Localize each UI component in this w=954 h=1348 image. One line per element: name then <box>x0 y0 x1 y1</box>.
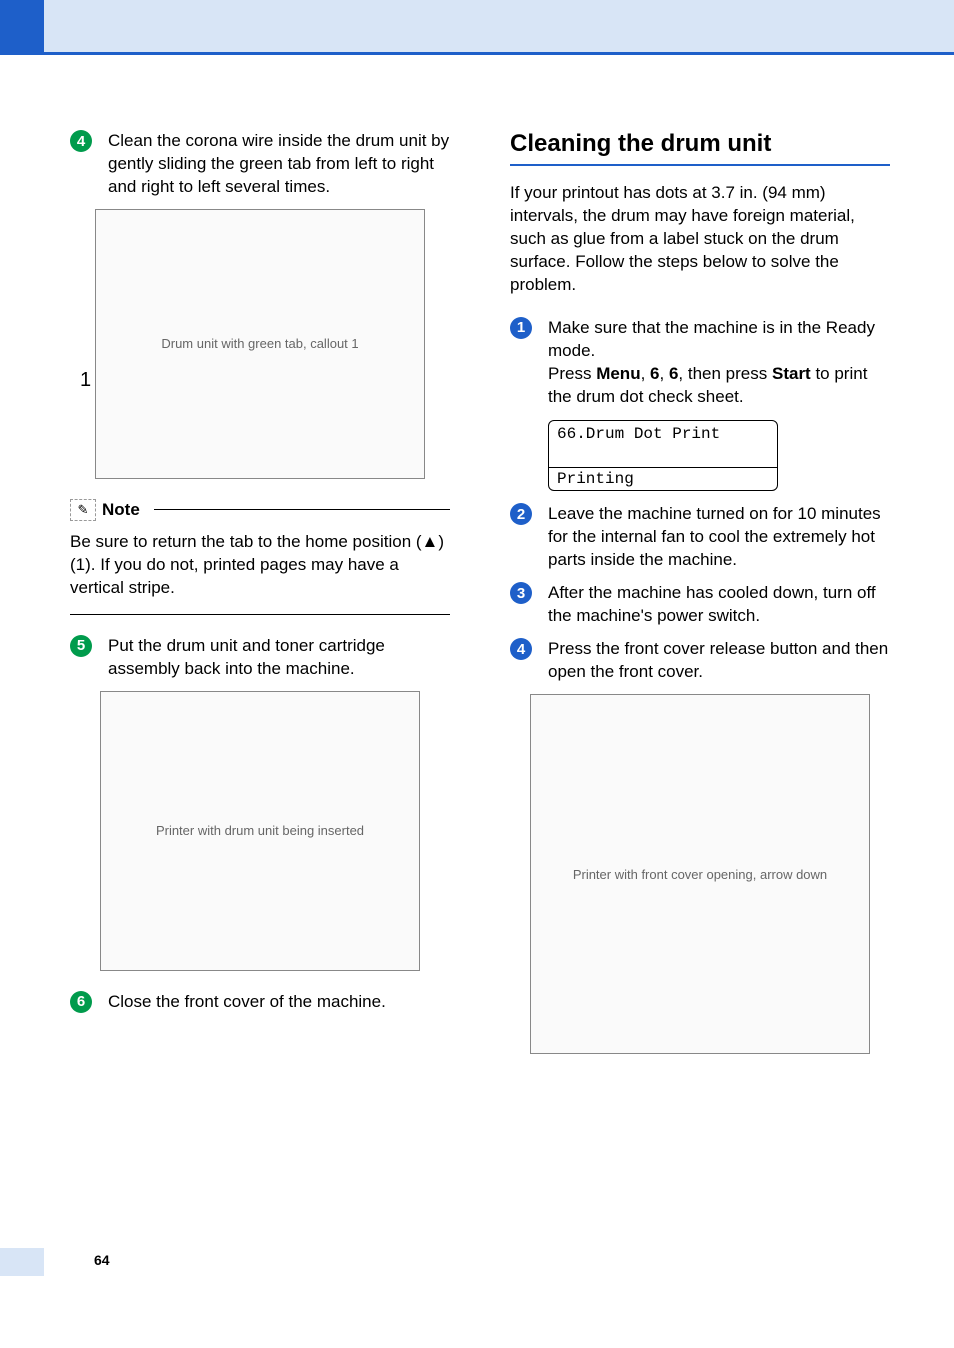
figure-placeholder: Printer with drum unit being inserted <box>100 691 420 971</box>
step-number-icon: 5 <box>70 635 92 657</box>
step-6-left: 6 Close the front cover of the machine. <box>70 991 450 1014</box>
section-heading: Cleaning the drum unit <box>510 130 890 158</box>
page-number-block <box>0 1248 44 1276</box>
section-intro: If your printout has dots at 3.7 in. (94… <box>510 182 890 297</box>
figure-open-cover: Printer with front cover opening, arrow … <box>510 694 890 1054</box>
step-bullet: 3 <box>510 582 538 628</box>
menu-key: Menu <box>596 364 640 383</box>
page-number: 64 <box>94 1252 110 1268</box>
step-bullet: 4 <box>510 638 538 684</box>
t: , <box>660 364 669 383</box>
lcd-display: 66.Drum Dot Print Printing <box>548 420 778 491</box>
step-number-icon: 1 <box>510 317 532 339</box>
figure-corona-wire: Drum unit with green tab, callout 1 1 <box>70 209 450 479</box>
step-text: Clean the corona wire inside the drum un… <box>98 130 450 199</box>
step-text: Make sure that the machine is in the Rea… <box>538 317 890 409</box>
note-header: ✎ Note <box>70 499 450 521</box>
right-column: Cleaning the drum unit If your printout … <box>510 130 890 1074</box>
step-number-icon: 4 <box>70 130 92 152</box>
step-bullet: 6 <box>70 991 98 1014</box>
note-block: ✎ Note Be sure to return the tab to the … <box>70 499 450 615</box>
step-5-left: 5 Put the drum unit and toner cartridge … <box>70 635 450 681</box>
step-text: Put the drum unit and toner cartridge as… <box>98 635 450 681</box>
step-number-icon: 4 <box>510 638 532 660</box>
step-bullet: 4 <box>70 130 98 199</box>
note-icon: ✎ <box>70 499 96 521</box>
note-rule-bottom <box>70 614 450 615</box>
t: , then press <box>678 364 772 383</box>
figure-insert-drum: Printer with drum unit being inserted <box>70 691 450 971</box>
lcd-line-2: Printing <box>549 468 777 490</box>
step-4-right: 4 Press the front cover release button a… <box>510 638 890 684</box>
start-key: Start <box>772 364 811 383</box>
step-bullet: 1 <box>510 317 538 409</box>
step-2-right: 2 Leave the machine turned on for 10 min… <box>510 503 890 572</box>
t: Press <box>548 364 596 383</box>
note-rule <box>154 509 450 510</box>
content-area: 4 Clean the corona wire inside the drum … <box>70 130 890 1074</box>
header-rule <box>0 52 954 55</box>
figure-placeholder: Drum unit with green tab, callout 1 <box>95 209 425 479</box>
step-1-right: 1 Make sure that the machine is in the R… <box>510 317 890 409</box>
step-text: Press the front cover release button and… <box>538 638 890 684</box>
step-text: Close the front cover of the machine. <box>98 991 450 1014</box>
step-number-icon: 6 <box>70 991 92 1013</box>
left-column: 4 Clean the corona wire inside the drum … <box>70 130 450 1074</box>
note-title: Note <box>102 500 140 520</box>
page: 4 Clean the corona wire inside the drum … <box>0 0 954 1348</box>
key-6b: 6 <box>669 364 678 383</box>
figure-placeholder: Printer with front cover opening, arrow … <box>530 694 870 1054</box>
step-number-icon: 2 <box>510 503 532 525</box>
t: , <box>641 364 650 383</box>
step-bullet: 5 <box>70 635 98 681</box>
step-text: After the machine has cooled down, turn … <box>538 582 890 628</box>
step-text: Leave the machine turned on for 10 minut… <box>538 503 890 572</box>
lcd-line-1: 66.Drum Dot Print <box>549 421 777 468</box>
heading-rule <box>510 164 890 166</box>
note-body: Be sure to return the tab to the home po… <box>70 525 450 606</box>
step-number-icon: 3 <box>510 582 532 604</box>
step-bullet: 2 <box>510 503 538 572</box>
figure-callout-1: 1 <box>80 369 91 392</box>
step-4-left: 4 Clean the corona wire inside the drum … <box>70 130 450 199</box>
header-left-tab <box>0 0 44 52</box>
step-3-right: 3 After the machine has cooled down, tur… <box>510 582 890 628</box>
key-6a: 6 <box>650 364 659 383</box>
header-bar <box>0 0 954 52</box>
step1-line1: Make sure that the machine is in the Rea… <box>548 318 875 360</box>
